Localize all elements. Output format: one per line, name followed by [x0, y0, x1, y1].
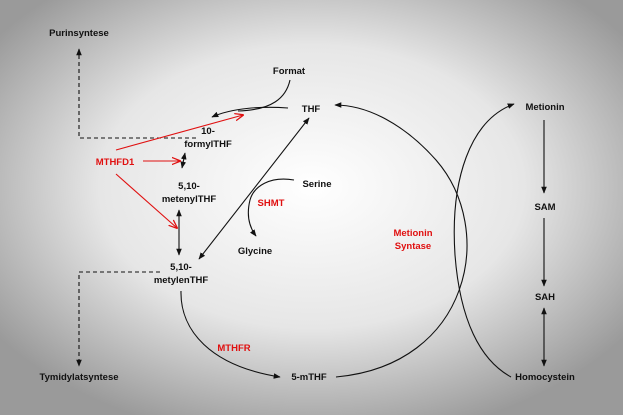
node-serine: Serine: [302, 179, 331, 190]
node-metenylthf-line1: 5,10-: [178, 181, 200, 192]
node-metylenthf-line1: 5,10-: [170, 262, 192, 273]
node-sam: SAM: [534, 202, 555, 213]
enzyme-mthfd1: MTHFD1: [96, 157, 135, 168]
node-glycine: Glycine: [238, 246, 272, 257]
node-tymidylatsyntese: Tymidylatsyntese: [39, 372, 118, 383]
edge-formylthf-to-purinsyntese: [76, 48, 196, 139]
node-sah: SAH: [535, 292, 555, 303]
edge-formyl-metenyl: [180, 152, 187, 169]
edge-format-into-thf-formyl: [237, 79, 291, 112]
edge-homocystein-to-metionin: [453, 103, 515, 378]
edge-thf-metylenthf: [198, 117, 310, 260]
enzyme-metionin-syntase-line1: Metionin: [393, 228, 432, 239]
node-formylthf-line1: 10-: [201, 126, 215, 137]
node-metionin: Metionin: [525, 102, 564, 113]
enzyme-metionin-syntase-line2: Syntase: [395, 241, 431, 252]
node-format: Format: [273, 66, 306, 77]
edge-serine-glycine: [247, 178, 295, 237]
enzyme-mthfr: MTHFR: [217, 343, 250, 354]
edge-mthfd1-to-metylen-reaction: [115, 173, 177, 228]
node-formylthf-line2: formylTHF: [184, 139, 232, 150]
edge-mthf-to-thf: [334, 102, 468, 378]
edge-metylenthf-to-mthf: [180, 290, 281, 379]
edge-thf-to-formylthf: [211, 106, 289, 118]
node-homocystein: Homocystein: [515, 372, 575, 383]
edge-mthfd1-to-formyl-reaction: [115, 115, 243, 151]
node-5-mthf: 5-mTHF: [291, 372, 327, 383]
node-metenylthf-line2: metenylTHF: [162, 194, 217, 205]
node-metylenthf-line2: metylenTHF: [154, 275, 209, 286]
node-purinsyntese: Purinsyntese: [49, 28, 109, 39]
edge-metylenthf-to-tymidylatsyntese: [76, 271, 160, 367]
node-thf: THF: [302, 104, 321, 115]
enzyme-shmt: SHMT: [258, 198, 285, 209]
